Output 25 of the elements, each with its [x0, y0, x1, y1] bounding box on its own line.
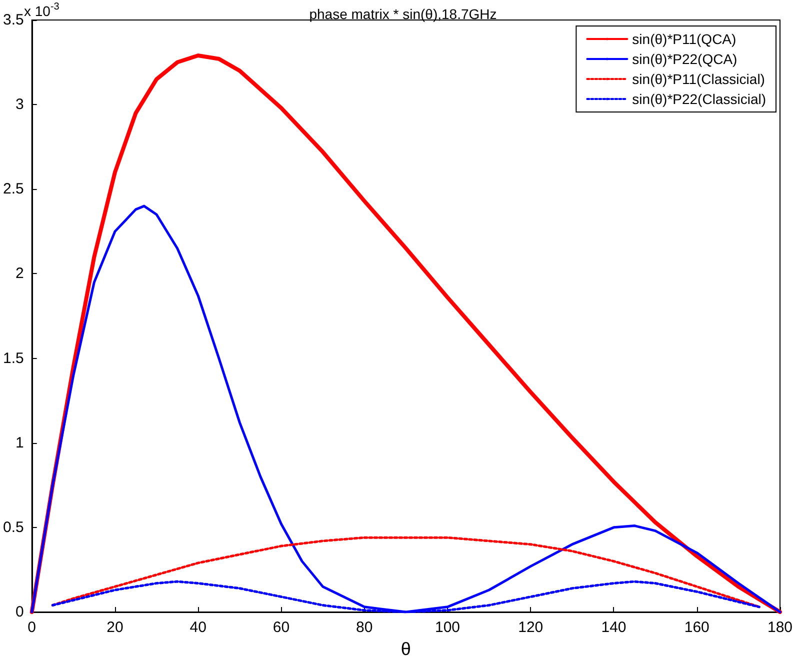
x-tick-label: 0: [28, 619, 36, 636]
x-tick-label: 100: [434, 619, 460, 636]
legend-label: sin(θ)*P11(Classicial): [632, 71, 765, 87]
y-tick-label: 3.5: [2, 12, 24, 28]
x-tick-label: 60: [272, 619, 290, 636]
y-tick-label: 0.5: [2, 518, 24, 536]
y-tick-label: 2: [16, 265, 24, 282]
y-tick-label: 2.5: [2, 180, 24, 198]
x-tick-label: 160: [684, 619, 710, 636]
legend-label: sin(θ)*P22(QCA): [632, 51, 738, 67]
y-tick-label: 1: [16, 434, 24, 452]
chart-title: phase matrix * sin(θ),18.7GHz: [309, 6, 497, 22]
y-tick-label: 1.5: [2, 350, 24, 367]
legend-label: sin(θ)*P11(QCA): [632, 31, 736, 47]
legend-label: sin(θ)*P22(Classicial): [632, 91, 766, 107]
y-tick-label: 0: [16, 604, 24, 620]
x-tick-label: 40: [190, 619, 206, 636]
line-series: [51, 536, 760, 608]
x-tick-label: 180: [767, 619, 793, 636]
x-tick-label: 20: [106, 619, 124, 636]
x-tick-label: 140: [601, 619, 626, 636]
x-axis-title: θ: [400, 638, 411, 659]
x-tick-label: 120: [518, 619, 544, 636]
x-tick-label: 80: [356, 619, 373, 636]
y-tick-label: 3: [16, 96, 24, 114]
